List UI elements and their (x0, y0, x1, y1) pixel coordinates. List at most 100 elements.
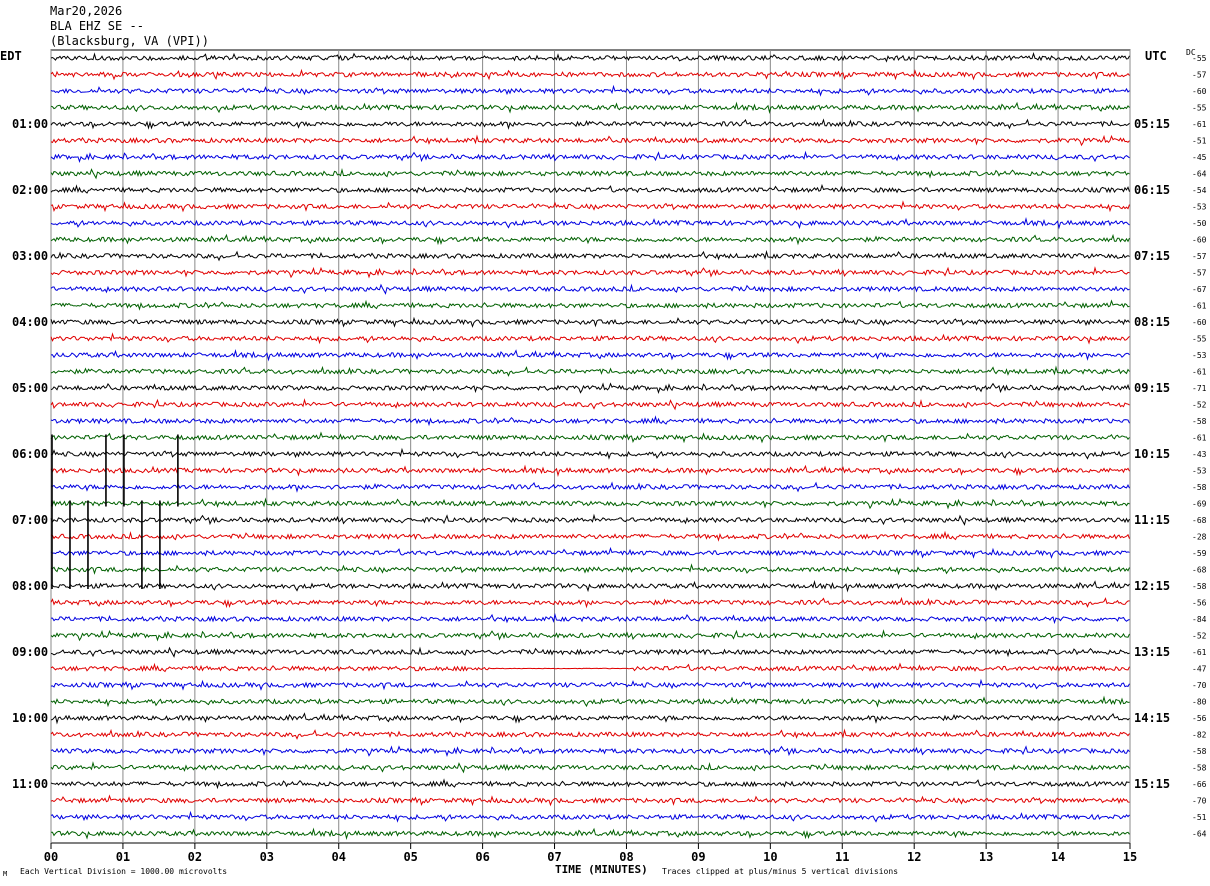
dc-offset-value: -61 (1192, 648, 1207, 657)
seismic-trace (50, 728, 1130, 740)
x-tick-label: 04 (332, 850, 346, 864)
x-tick-label: 14 (1051, 850, 1065, 864)
seismic-trace (50, 481, 1130, 493)
station-label: BLA EHZ SE -- (50, 19, 144, 33)
seismic-trace (50, 579, 1130, 593)
right-hour-label: 12:15 (1134, 579, 1170, 593)
dc-offset-value: -69 (1192, 500, 1207, 509)
seismic-trace (50, 150, 1130, 163)
seismic-trace (50, 563, 1130, 576)
right-hour-label: 07:15 (1134, 249, 1170, 263)
seismic-trace (51, 612, 1130, 625)
date-label: Mar20,2026 (50, 4, 123, 18)
seismic-trace (50, 365, 1130, 377)
x-tick-label: 05 (403, 850, 417, 864)
x-tick-label: 06 (475, 850, 489, 864)
dc-offset-value: -68 (1192, 566, 1207, 575)
seismic-trace (50, 629, 1130, 642)
dc-offset-value: -61 (1192, 368, 1207, 377)
seismic-trace (50, 266, 1130, 279)
x-axis-label: TIME (MINUTES) (555, 863, 648, 876)
x-tick-label: 08 (619, 850, 633, 864)
x-tick-label: 01 (116, 850, 130, 864)
dc-offset-value: -55 (1192, 54, 1207, 63)
left-hour-label: 02:00 (12, 183, 48, 197)
left-hour-label: 11:00 (12, 777, 48, 791)
dc-offset-value: -51 (1192, 813, 1207, 822)
dc-offset-value: -60 (1192, 236, 1207, 245)
seismic-trace (50, 398, 1130, 411)
left-hour-label: 06:00 (12, 447, 48, 461)
dc-offset-value: -57 (1192, 252, 1207, 261)
seismic-trace (50, 646, 1130, 658)
dc-offset-value: -52 (1192, 401, 1207, 410)
dc-offset-value: -66 (1192, 780, 1207, 789)
dc-offset-header: DC (1186, 48, 1196, 57)
dc-offset-value: -60 (1192, 87, 1207, 96)
right-hour-label: 14:15 (1134, 711, 1170, 725)
x-tick-label: 00 (44, 850, 58, 864)
dc-offset-value: -61 (1192, 302, 1207, 311)
left-hour-label: 07:00 (12, 513, 48, 527)
seismic-trace (50, 695, 1130, 708)
seismic-trace (50, 68, 1130, 81)
left-hour-label: 01:00 (12, 117, 48, 131)
corner-mark: M (3, 870, 8, 878)
seismic-trace (50, 794, 1130, 807)
right-hour-label: 05:15 (1134, 117, 1170, 131)
seismic-trace (50, 810, 1130, 823)
plot-frame (50, 49, 1131, 844)
seismic-trace (50, 233, 1130, 246)
seismic-trace (50, 778, 1130, 790)
right-hour-label: 13:15 (1134, 645, 1170, 659)
left-hour-label: 05:00 (12, 381, 48, 395)
seismic-trace (50, 283, 1130, 295)
dc-offset-value: -57 (1192, 71, 1207, 80)
right-hour-label: 10:15 (1134, 447, 1170, 461)
right-timezone-label: UTC (1145, 49, 1167, 63)
dc-offset-value: -56 (1192, 714, 1207, 723)
right-hour-label: 15:15 (1134, 777, 1170, 791)
seismic-trace (50, 382, 1130, 394)
dc-offset-value: -58 (1192, 483, 1207, 492)
seismic-trace (50, 745, 1130, 757)
seismic-trace (50, 497, 1130, 510)
dc-offset-value: -64 (1192, 170, 1207, 179)
dc-offset-value: -58 (1192, 747, 1207, 756)
right-hour-label: 06:15 (1134, 183, 1170, 197)
left-timezone-label: EDT (0, 49, 22, 63)
left-hour-label: 09:00 (12, 645, 48, 659)
seismic-trace (50, 200, 1130, 213)
dc-offset-value: -47 (1192, 665, 1207, 674)
dc-offset-value: -58 (1192, 417, 1207, 426)
dc-offset-value: -80 (1192, 698, 1207, 707)
location-label: (Blacksburg, VA (VPI)) (50, 34, 209, 48)
left-hour-label: 08:00 (12, 579, 48, 593)
x-tick-label: 15 (1123, 850, 1137, 864)
x-tick-label: 03 (260, 850, 274, 864)
dc-offset-value: -68 (1192, 516, 1207, 525)
x-tick-label: 09 (691, 850, 705, 864)
dc-offset-value: -58 (1192, 582, 1207, 591)
dc-offset-value: -84 (1192, 615, 1207, 624)
seismic-trace (50, 530, 1130, 542)
seismic-trace (50, 84, 1130, 97)
seismic-trace (50, 662, 1130, 673)
dc-offset-value: -51 (1192, 137, 1207, 146)
clip-note: Traces clipped at plus/minus 5 vertical … (662, 867, 899, 876)
dc-offset-value: -45 (1192, 153, 1207, 162)
seismic-trace (50, 761, 1130, 774)
right-hour-label: 09:15 (1134, 381, 1170, 395)
dc-offset-value: -82 (1192, 731, 1207, 740)
dc-offset-value: -53 (1192, 351, 1207, 360)
dc-offset-value: -71 (1192, 384, 1207, 393)
x-tick-label: 12 (907, 850, 921, 864)
seismic-trace (50, 101, 1130, 115)
dc-offset-value: -64 (1192, 830, 1207, 839)
dc-offset-value: -52 (1192, 632, 1207, 641)
x-tick-label: 10 (763, 850, 777, 864)
seismic-trace (50, 546, 1130, 559)
seismic-trace (50, 464, 1130, 478)
seismic-trace (51, 827, 1130, 841)
seismic-trace (50, 348, 1130, 362)
